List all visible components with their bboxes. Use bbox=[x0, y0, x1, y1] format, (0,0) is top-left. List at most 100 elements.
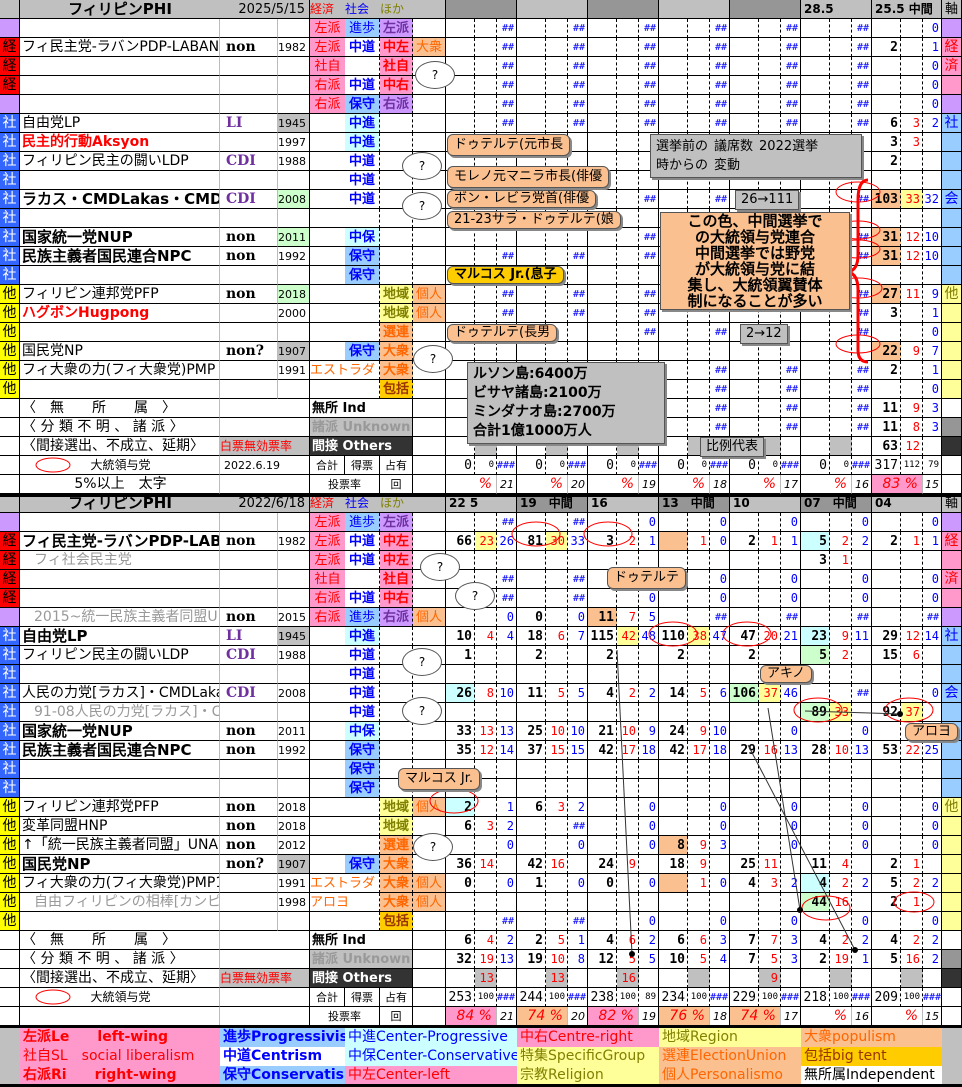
seats-district: 3 bbox=[901, 133, 923, 152]
seats-district bbox=[901, 266, 923, 285]
col-econ: 経済 bbox=[310, 0, 345, 19]
founded-year: 2018 bbox=[278, 285, 310, 304]
seats-total bbox=[517, 304, 546, 323]
note-line: 制になることが多い bbox=[687, 292, 823, 310]
seats-total bbox=[730, 304, 759, 323]
seats-district bbox=[901, 152, 923, 171]
seats-district bbox=[901, 95, 923, 114]
international-affiliation: non bbox=[220, 247, 278, 266]
founded-year: 1992 bbox=[278, 247, 310, 266]
ruling-party-ellipse bbox=[893, 891, 935, 913]
ideology-econ bbox=[310, 247, 345, 266]
ruling-party-ellipse bbox=[511, 521, 561, 547]
party-name bbox=[20, 19, 220, 38]
seats-list: ## bbox=[852, 57, 872, 76]
seats-total bbox=[872, 95, 901, 114]
seats-list: ## bbox=[639, 190, 659, 209]
ideology-oth bbox=[380, 133, 413, 152]
seats-district bbox=[475, 285, 497, 304]
seats-total bbox=[801, 323, 830, 342]
question-bubble: ? bbox=[413, 833, 453, 861]
election-header bbox=[730, 0, 801, 19]
col-other: ほか bbox=[380, 0, 446, 19]
ruling-party-ellipse bbox=[793, 697, 843, 723]
seats-list: ## bbox=[568, 114, 588, 133]
party-name bbox=[20, 209, 220, 228]
seats-district bbox=[617, 304, 639, 323]
seats-district bbox=[830, 57, 852, 76]
ideology-oth: 地域 bbox=[380, 285, 413, 304]
seats-list: ## bbox=[852, 285, 872, 304]
seats-district bbox=[759, 95, 781, 114]
pfp-change-note: 2→12 bbox=[740, 324, 788, 344]
seats-total bbox=[588, 323, 617, 342]
arrow-dot bbox=[852, 947, 858, 953]
party-name bbox=[20, 171, 220, 190]
seats-district bbox=[759, 19, 781, 38]
seats-district bbox=[688, 323, 710, 342]
seats-total bbox=[446, 95, 475, 114]
seats-list: ## bbox=[781, 38, 801, 57]
seats-list: ## bbox=[852, 323, 872, 342]
seats-district bbox=[901, 38, 923, 57]
seats-district bbox=[688, 19, 710, 38]
question-bubble: ? bbox=[402, 192, 442, 220]
seats-list bbox=[923, 209, 942, 228]
seats-total bbox=[517, 285, 546, 304]
seats-list bbox=[852, 209, 872, 228]
sheet-date: 2025/5/15 bbox=[220, 0, 310, 19]
ideology-econ: 右派 bbox=[310, 95, 345, 114]
international-affiliation bbox=[220, 76, 278, 95]
seats-list: ## bbox=[852, 114, 872, 133]
seats-district bbox=[688, 114, 710, 133]
ruling-party-ellipse bbox=[884, 697, 934, 723]
ruling-party-ellipse bbox=[801, 895, 851, 921]
seats-district bbox=[617, 38, 639, 57]
seats-total bbox=[659, 19, 688, 38]
seats-district: 33 bbox=[901, 190, 923, 209]
ideology-soc: 中道 bbox=[345, 38, 380, 57]
seats-district bbox=[546, 323, 568, 342]
ideology-ext bbox=[413, 133, 446, 152]
ideology-ext bbox=[413, 247, 446, 266]
pr-note: 比例代表 bbox=[700, 437, 765, 457]
seats-list: ## bbox=[639, 285, 659, 304]
seats-total bbox=[588, 95, 617, 114]
seats-total bbox=[446, 285, 475, 304]
seats-district bbox=[617, 19, 639, 38]
ideology-soc bbox=[345, 57, 380, 76]
seats-total bbox=[872, 323, 901, 342]
seats-list: ## bbox=[710, 76, 730, 95]
seats-change-note: 選挙前の 議席数 2022選挙時からの 変動 bbox=[650, 134, 862, 178]
note-line: 議席数 bbox=[714, 139, 754, 154]
international-affiliation bbox=[220, 304, 278, 323]
axis-category-left: 社 bbox=[0, 247, 20, 266]
ideology-econ bbox=[310, 323, 345, 342]
founded-year bbox=[278, 76, 310, 95]
seats-list: ## bbox=[852, 95, 872, 114]
international-affiliation bbox=[220, 323, 278, 342]
seats-list bbox=[923, 152, 942, 171]
seats-list: ## bbox=[852, 304, 872, 323]
axis-category-left: 社 bbox=[0, 266, 20, 285]
seats-list: 0 bbox=[923, 19, 942, 38]
party-name: ラカス・CMDLakas・CMD bbox=[20, 190, 220, 209]
seats-list: ## bbox=[710, 38, 730, 57]
ideology-econ: 左派 bbox=[310, 19, 345, 38]
seats-list: ## bbox=[568, 19, 588, 38]
seats-list: 1 bbox=[923, 304, 942, 323]
seats-total bbox=[517, 95, 546, 114]
ideology-soc: 中道 bbox=[345, 76, 380, 95]
ideology-oth: 社自 bbox=[380, 57, 413, 76]
ideology-ext bbox=[413, 209, 446, 228]
seats-list: ## bbox=[568, 57, 588, 76]
question-bubble: ? bbox=[402, 648, 442, 676]
seats-total: 2 bbox=[872, 38, 901, 57]
seats-district bbox=[901, 209, 923, 228]
ideology-econ bbox=[310, 304, 345, 323]
seats-district bbox=[830, 171, 852, 190]
ideology-soc: 中進 bbox=[345, 133, 380, 152]
international-affiliation: LI bbox=[220, 114, 278, 133]
seats-list: ## bbox=[710, 190, 730, 209]
founded-year bbox=[278, 19, 310, 38]
